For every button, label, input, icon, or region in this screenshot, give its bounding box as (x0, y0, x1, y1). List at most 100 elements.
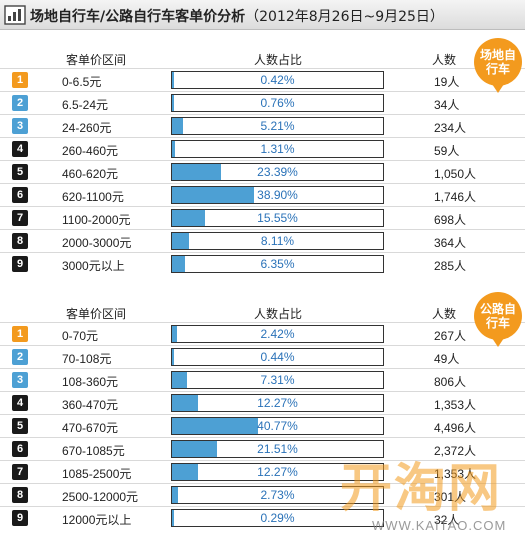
bar (172, 418, 259, 434)
price-range-label: 24-260元 (62, 121, 112, 135)
share-value-label: 2.73% (260, 488, 295, 502)
page-title: 场地自行车/公路自行车客单价分析（2012年8月26日~9月25日） (30, 9, 444, 25)
price-range-label: 108-360元 (62, 375, 119, 389)
bar (172, 349, 174, 365)
bar-track: 5.21% (171, 117, 384, 135)
buyer-count-label: 1,353人 (434, 467, 477, 481)
rank-badge: 9 (12, 510, 28, 526)
rank-badge: 2 (12, 95, 28, 111)
bar-track: 38.90% (171, 186, 384, 204)
buyer-count-label: 1,746人 (434, 190, 477, 204)
bar-track: 2.73% (171, 486, 384, 504)
buyer-count-label: 364人 (434, 236, 467, 250)
rank-badge: 4 (12, 141, 28, 157)
bar (172, 372, 188, 388)
rank-badge: 3 (12, 118, 28, 134)
rank-badge: 1 (12, 72, 28, 88)
bar-track: 21.51% (171, 440, 384, 458)
share-value-label: 23.39% (257, 165, 298, 179)
price-range-label: 260-460元 (62, 144, 119, 158)
share-value-label: 15.55% (257, 211, 298, 225)
buyer-count-label: 234人 (434, 121, 467, 135)
share-value-label: 0.42% (260, 73, 295, 87)
bar-track: 2.42% (171, 325, 384, 343)
bar (172, 118, 183, 134)
price-range-label: 2500-12000元 (62, 490, 139, 504)
share-value-label: 12.27% (257, 396, 298, 410)
rank-badge: 6 (12, 187, 28, 203)
buyer-count-label: 32人 (434, 513, 460, 527)
table-row: 2 6.5-24元 0.76% 34人 (0, 91, 525, 114)
bar-track: 0.76% (171, 94, 384, 112)
table-row: 3 108-360元 7.31% 806人 (0, 368, 525, 391)
share-value-label: 0.76% (260, 96, 295, 110)
buyer-count-label: 49人 (434, 352, 460, 366)
buyer-count-label: 1,050人 (434, 167, 477, 181)
rank-badge: 7 (12, 464, 28, 480)
table-row: 5 470-670元 40.77% 4,496人 (0, 414, 525, 437)
bar-track: 15.55% (171, 209, 384, 227)
table-row: 1 0-6.5元 0.42% 19人 (0, 68, 525, 91)
bar-track: 6.35% (171, 255, 384, 273)
table-header: 客单价区间 人数占比 人数 (0, 48, 525, 68)
bar (172, 233, 190, 249)
bar (172, 72, 174, 88)
track-bike-badge: 场地自行车 (474, 38, 522, 93)
buyer-count-label: 285人 (434, 259, 467, 273)
price-range-label: 70-108元 (62, 352, 112, 366)
price-range-label: 6.5-24元 (62, 98, 109, 112)
table-row: 7 1085-2500元 12.27% 1,353人 (0, 460, 525, 483)
buyer-count-label: 267人 (434, 329, 467, 343)
table-header: 客单价区间 人数占比 人数 (0, 302, 525, 322)
table-row: 1 0-70元 2.42% 267人 (0, 322, 525, 345)
price-range-label: 670-1085元 (62, 444, 125, 458)
road-bike-section: 客单价区间 人数占比 人数 公路自行车 1 0-70元 2.42% 267人 2 70-1… (0, 292, 525, 530)
price-range-label: 470-670元 (62, 421, 119, 435)
table-row: 5 460-620元 23.39% 1,050人 (0, 160, 525, 183)
share-header: 人数占比 (254, 53, 303, 67)
bar-track: 8.11% (171, 232, 384, 250)
table-row: 4 260-460元 1.31% 59人 (0, 137, 525, 160)
share-value-label: 2.42% (260, 327, 295, 341)
share-value-label: 7.31% (260, 373, 295, 387)
road-bike-badge: 公路自行车 (474, 292, 522, 347)
count-header: 人数 (432, 307, 457, 321)
price-range-label: 0-6.5元 (62, 75, 102, 89)
price-range-label: 1085-2500元 (62, 467, 132, 481)
share-value-label: 8.11% (260, 234, 295, 248)
bar (172, 187, 255, 203)
table-row: 6 670-1085元 21.51% 2,372人 (0, 437, 525, 460)
count-header: 人数 (432, 53, 457, 67)
bar-track: 0.42% (171, 71, 384, 89)
bar-track: 1.31% (171, 140, 384, 158)
buyer-count-label: 34人 (434, 98, 460, 112)
price-range-label: 460-620元 (62, 167, 119, 181)
bar (172, 210, 205, 226)
price-range-label: 12000元以上 (62, 513, 132, 527)
bar (172, 395, 198, 411)
bar (172, 164, 222, 180)
table-row: 8 2500-12000元 2.73% 301人 (0, 483, 525, 506)
table-row: 2 70-108元 0.44% 49人 (0, 345, 525, 368)
share-value-label: 0.44% (260, 350, 295, 364)
buyer-count-label: 19人 (434, 75, 460, 89)
bar-track: 23.39% (171, 163, 384, 181)
share-value-label: 21.51% (257, 442, 298, 456)
table-row: 9 12000元以上 0.29% 32人 (0, 506, 525, 529)
share-value-label: 12.27% (257, 465, 298, 479)
bar-track: 12.27% (171, 394, 384, 412)
bar (172, 441, 218, 457)
price-range-label: 3000元以上 (62, 259, 125, 273)
bar (172, 487, 178, 503)
rank-badge: 3 (12, 372, 28, 388)
buyer-count-label: 698人 (434, 213, 467, 227)
table-row: 4 360-470元 12.27% 1,353人 (0, 391, 525, 414)
bar (172, 256, 186, 272)
share-value-label: 1.31% (260, 142, 295, 156)
bar-track: 0.29% (171, 509, 384, 527)
buyer-count-label: 59人 (434, 144, 460, 158)
bicycle-chart-icon (4, 5, 26, 25)
buyer-count-label: 1,353人 (434, 398, 477, 412)
price-range-label: 2000-3000元 (62, 236, 132, 250)
buyer-count-label: 301人 (434, 490, 467, 504)
